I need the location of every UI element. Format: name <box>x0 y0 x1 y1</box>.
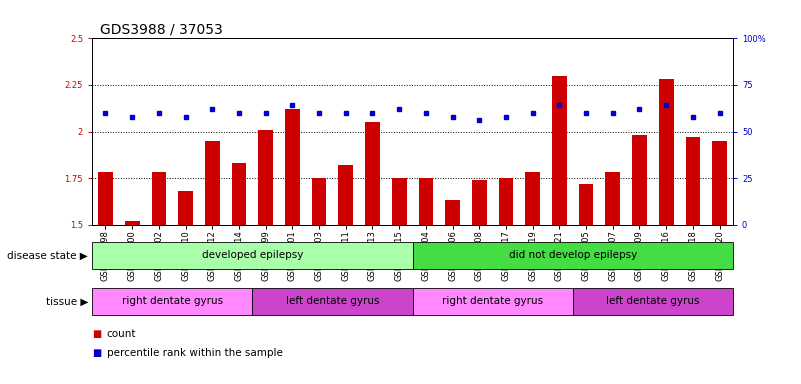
Bar <box>686 137 700 225</box>
Bar <box>413 242 733 269</box>
Text: developed epilepsy: developed epilepsy <box>202 250 303 260</box>
Text: right dentate gyrus: right dentate gyrus <box>122 296 223 306</box>
Text: ■: ■ <box>92 329 102 339</box>
Text: GDS3988 / 37053: GDS3988 / 37053 <box>100 23 223 36</box>
Bar <box>525 172 540 225</box>
Bar <box>573 288 733 315</box>
Text: left dentate gyrus: left dentate gyrus <box>286 296 379 306</box>
Bar <box>659 79 674 225</box>
Text: right dentate gyrus: right dentate gyrus <box>442 296 543 306</box>
Bar <box>392 178 406 225</box>
Text: count: count <box>107 329 136 339</box>
Bar <box>179 191 193 225</box>
Bar <box>151 172 167 225</box>
Bar <box>92 242 413 269</box>
Text: tissue ▶: tissue ▶ <box>46 296 88 306</box>
Bar <box>419 178 433 225</box>
Bar <box>632 135 647 225</box>
Bar <box>339 165 353 225</box>
Bar <box>258 130 273 225</box>
Text: percentile rank within the sample: percentile rank within the sample <box>107 348 283 358</box>
Bar <box>413 288 573 315</box>
Bar <box>92 288 252 315</box>
Text: disease state ▶: disease state ▶ <box>7 250 88 260</box>
Bar <box>205 141 219 225</box>
Bar <box>252 288 413 315</box>
Bar <box>285 109 300 225</box>
Bar <box>312 178 327 225</box>
Bar <box>231 163 247 225</box>
Text: ■: ■ <box>92 348 102 358</box>
Bar <box>498 178 513 225</box>
Text: did not develop epilepsy: did not develop epilepsy <box>509 250 637 260</box>
Text: left dentate gyrus: left dentate gyrus <box>606 296 699 306</box>
Bar <box>552 76 567 225</box>
Bar <box>98 172 113 225</box>
Bar <box>445 200 460 225</box>
Bar <box>579 184 594 225</box>
Bar <box>365 122 380 225</box>
Bar <box>712 141 727 225</box>
Bar <box>606 172 620 225</box>
Bar <box>472 180 487 225</box>
Bar <box>125 221 139 225</box>
